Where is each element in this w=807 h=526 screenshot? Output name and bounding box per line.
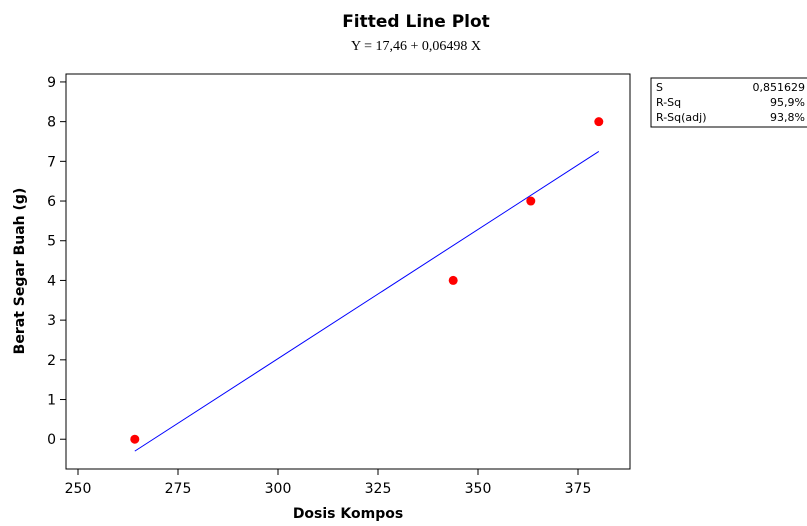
stats-box-frame	[650, 77, 807, 128]
x-tick-label: 300	[265, 481, 292, 497]
x-tick-label: 325	[365, 481, 392, 497]
y-axis: 0 1 2 3 4 5 6 7 8 9	[47, 75, 66, 448]
y-tick-label: 3	[47, 313, 56, 329]
y-tick-label: 5	[47, 234, 56, 250]
stats-label: S	[656, 81, 663, 94]
x-axis: 250 275 300 325 350 375	[65, 469, 592, 497]
stats-value: 0,851629	[753, 81, 806, 94]
data-point	[526, 196, 536, 206]
plot-area-frame	[65, 73, 631, 470]
chart-title: Fitted Line Plot	[342, 12, 490, 32]
stats-value: 93,8%	[770, 111, 805, 124]
regression-stats-table: S 0,851629 R-Sq 95,9% R-Sq(adj) 93,8%	[650, 77, 807, 128]
y-tick-label: 0	[47, 432, 56, 448]
data-point	[594, 117, 604, 127]
stats-label: R-Sq(adj)	[656, 111, 707, 124]
y-tick-label: 1	[47, 393, 56, 409]
fit-line-group	[134, 150, 600, 452]
fitted-regression-line	[134, 150, 600, 452]
stats-value: 95,9%	[770, 96, 805, 109]
y-tick-label: 4	[47, 273, 56, 289]
y-tick-label: 8	[47, 115, 56, 131]
chart-subtitle: Y = 17,46 + 0,06498 X	[351, 39, 481, 54]
x-tick-label: 375	[565, 481, 592, 497]
y-tick-label: 6	[47, 194, 56, 210]
y-tick-label: 2	[47, 353, 56, 369]
y-tick-label: 7	[47, 154, 56, 170]
data-point	[130, 434, 140, 444]
x-tick-label: 250	[65, 481, 92, 497]
stats-label: R-Sq	[656, 96, 681, 109]
x-axis-label: Dosis Kompos	[293, 506, 403, 522]
data-point	[448, 275, 458, 285]
y-tick-label: 9	[47, 75, 56, 91]
x-tick-label: 350	[465, 481, 492, 497]
y-axis-label: Berat Segar Buah (g)	[12, 188, 28, 355]
x-tick-label: 275	[165, 481, 192, 497]
data-points	[130, 117, 604, 444]
